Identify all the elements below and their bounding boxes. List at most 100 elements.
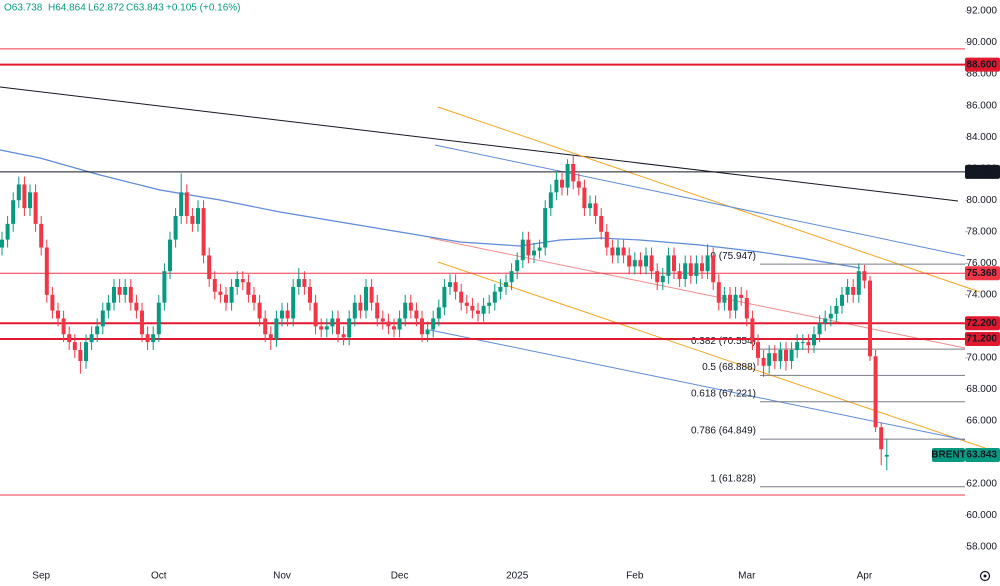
y-tick-label: 78.000 xyxy=(966,226,997,237)
candle-body xyxy=(621,247,626,256)
candle-body xyxy=(397,318,402,330)
x-tick-label: Apr xyxy=(857,571,873,582)
y-tick-label: 88.000 xyxy=(966,69,997,80)
candles xyxy=(0,156,889,471)
candle-body xyxy=(649,255,654,272)
candle-body xyxy=(392,326,396,330)
candle-body xyxy=(336,318,340,335)
candle-body xyxy=(576,181,581,188)
candle-body xyxy=(268,334,273,339)
x-tick-label: Mar xyxy=(738,571,756,582)
candle-body xyxy=(588,203,592,209)
candle-body xyxy=(319,326,324,330)
candle-body xyxy=(128,286,133,303)
candle-body xyxy=(22,184,27,209)
candle-body xyxy=(470,305,475,311)
price-badge-label: 75.368 xyxy=(966,268,997,279)
candle-body xyxy=(386,321,391,327)
candle-body xyxy=(554,179,559,193)
candle-body xyxy=(218,291,223,295)
price-badge-label: 88.600 xyxy=(966,59,997,70)
candle-body xyxy=(179,192,184,216)
y-tick-label: 76.000 xyxy=(966,258,997,269)
candle-body xyxy=(789,350,794,362)
y-tick-label: 68.000 xyxy=(966,384,997,395)
candle-body xyxy=(347,318,352,338)
candle-body xyxy=(330,318,335,327)
settings-ring[interactable] xyxy=(979,570,991,582)
candle-body xyxy=(296,279,301,287)
ohlc-high: H64.864 xyxy=(48,3,86,14)
trend-line xyxy=(437,106,981,293)
candle-body xyxy=(196,208,200,224)
candle-body xyxy=(369,286,374,303)
candle-body xyxy=(134,302,139,311)
candle-body xyxy=(44,247,49,295)
drawings xyxy=(0,86,986,449)
candle-body xyxy=(190,215,195,224)
ohlc-close: C63.843 xyxy=(126,3,164,14)
y-tick-label: 92.000 xyxy=(966,6,997,17)
candle-body xyxy=(840,294,844,306)
candle-body xyxy=(431,318,436,330)
candle-body xyxy=(767,353,772,366)
candle-body xyxy=(537,247,542,251)
candle-body xyxy=(442,286,447,308)
candle-body xyxy=(436,307,441,319)
candle-body xyxy=(425,329,430,335)
candle-body xyxy=(834,305,839,314)
candle-body xyxy=(744,297,749,319)
price-badge xyxy=(965,331,1000,346)
candle-body xyxy=(812,334,816,346)
symbol-label: BRENT xyxy=(931,450,965,461)
candle-body xyxy=(358,302,363,311)
candle-body xyxy=(660,275,665,283)
ohlc-open: O63.738 xyxy=(4,3,43,14)
trend-line xyxy=(437,261,986,449)
x-tick-label: Dec xyxy=(391,571,409,582)
y-tick-label: 66.000 xyxy=(966,416,997,427)
candle-body xyxy=(644,255,648,267)
candle-body xyxy=(655,271,660,283)
candle-body xyxy=(39,223,44,248)
candle-body xyxy=(291,286,296,319)
price-badge-label: 71.200 xyxy=(966,334,997,345)
candle-body xyxy=(324,326,329,330)
candle-body xyxy=(548,192,553,209)
settings-dot[interactable] xyxy=(983,574,987,578)
candle-body xyxy=(252,294,256,303)
candle-body xyxy=(739,294,744,298)
candle-body xyxy=(543,208,548,248)
trend-line xyxy=(434,144,966,257)
settings-icon[interactable] xyxy=(979,570,991,582)
candle-body xyxy=(526,239,531,256)
candle-body xyxy=(795,342,800,351)
candle-body xyxy=(173,215,178,240)
trend-line xyxy=(429,237,966,349)
candle-body xyxy=(5,223,10,240)
trend-line xyxy=(0,86,959,202)
candle-body xyxy=(420,318,424,335)
candle-body xyxy=(112,286,116,303)
candle-body xyxy=(565,163,570,188)
x-tick-label: Nov xyxy=(273,571,291,582)
last-price-label: 63.843 xyxy=(966,450,997,461)
candle-body xyxy=(705,255,710,272)
y-tick-label: 74.000 xyxy=(966,289,997,300)
candle-body xyxy=(28,192,32,209)
candle-body xyxy=(61,318,66,335)
candle-body xyxy=(772,353,777,362)
fib-label: 0.786 (64.849) xyxy=(691,426,756,437)
price-badge xyxy=(965,57,1000,72)
candle-body xyxy=(582,187,587,209)
candle-body xyxy=(694,263,699,276)
candle-body xyxy=(341,334,346,338)
candle-body xyxy=(677,271,682,280)
candle-body xyxy=(638,260,643,267)
candle-body xyxy=(184,192,189,216)
candle-body xyxy=(408,302,413,311)
candle-body xyxy=(851,286,856,295)
x-tick-label: Feb xyxy=(626,571,644,582)
candle-body xyxy=(280,310,284,319)
candle-body xyxy=(481,305,486,314)
